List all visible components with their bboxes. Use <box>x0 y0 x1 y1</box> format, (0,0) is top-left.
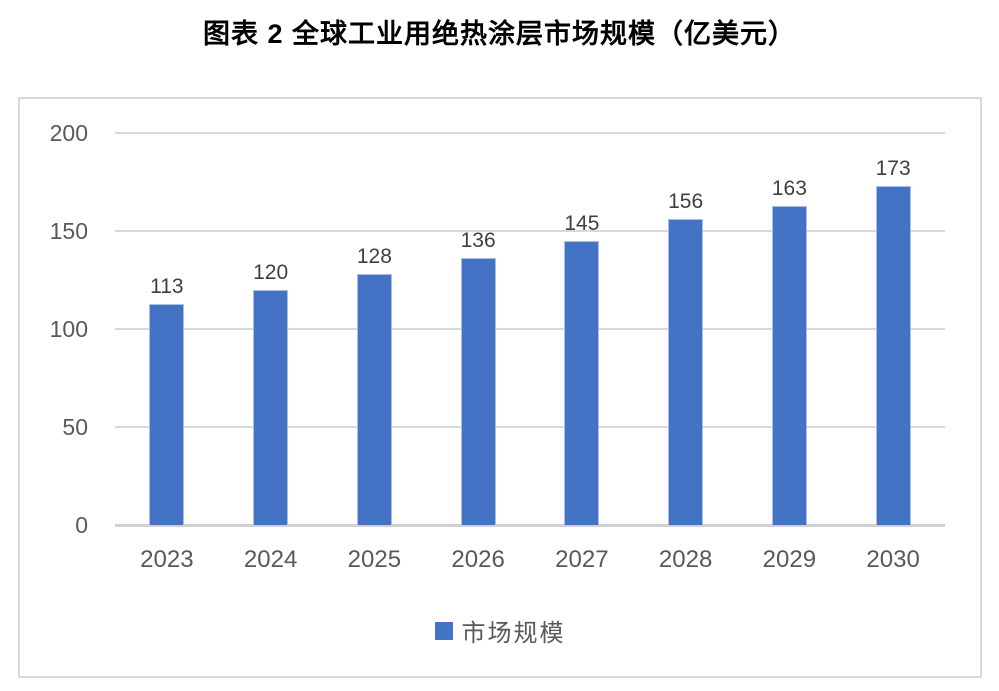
gridline-50 <box>115 426 945 428</box>
y-axis: 200 150 100 50 0 <box>20 120 88 538</box>
bar-data-label: 113 <box>150 275 184 298</box>
x-tick-label: 2030 <box>866 546 920 573</box>
bar-series: 113 120 128 136 145 156 163 173 <box>115 133 945 525</box>
x-tick-label: 2025 <box>347 546 402 573</box>
gridline-100 <box>115 328 945 330</box>
y-tick-label: 150 <box>49 218 88 244</box>
bar <box>875 186 911 525</box>
bar-group-2028: 156 <box>634 133 738 525</box>
x-tick-label: 2024 <box>243 546 298 573</box>
bar-data-label: 136 <box>460 229 496 252</box>
x-tick-label: 2029 <box>762 546 817 573</box>
bar-group-2030: 173 <box>841 133 945 525</box>
plot-area: 113 120 128 136 145 156 163 173 <box>115 132 945 527</box>
bar-data-label: 128 <box>356 245 392 268</box>
bar-group-2027: 145 <box>530 133 634 525</box>
bar <box>771 206 807 525</box>
x-tick-label: 2027 <box>555 546 609 573</box>
bar-group-2029: 163 <box>738 133 842 525</box>
gridline-0 <box>115 524 945 527</box>
legend-label: 市场规模 <box>461 620 566 647</box>
chart-frame: 200 150 100 50 0 113 120 128 136 145 156 163 173 20… <box>18 97 982 678</box>
legend-swatch-icon <box>434 621 453 640</box>
bar-group-2023: 113 <box>115 133 219 525</box>
bar-group-2025: 128 <box>323 133 427 525</box>
bar <box>460 258 496 525</box>
x-tick-label: 2023 <box>140 546 194 573</box>
legend: 市场规模 <box>20 613 980 648</box>
gridline-150 <box>115 230 945 232</box>
bar-group-2026: 136 <box>426 133 530 525</box>
x-axis: 2023 2024 2025 2026 2027 2028 2029 2030 <box>115 546 945 574</box>
y-tick-label: 0 <box>75 512 88 538</box>
bar <box>356 274 392 525</box>
bar-data-label: 120 <box>253 261 289 284</box>
x-tick-label: 2028 <box>658 546 713 573</box>
y-tick-label: 200 <box>49 120 88 146</box>
bar <box>253 290 289 525</box>
gridline-200 <box>115 132 945 134</box>
chart-title: 图表 2 全球工业用绝热涂层市场规模（亿美元） <box>202 19 797 49</box>
bar <box>149 304 185 525</box>
bar-data-label: 163 <box>771 177 807 200</box>
bar-data-label: 173 <box>875 157 911 180</box>
bar-data-label: 156 <box>668 190 704 213</box>
bar <box>564 241 600 525</box>
x-tick-label: 2026 <box>451 546 505 573</box>
y-tick-label: 100 <box>49 316 88 342</box>
bar-group-2024: 120 <box>219 133 323 525</box>
y-tick-label: 50 <box>62 414 88 440</box>
bar-data-label: 145 <box>564 212 600 235</box>
bar <box>668 219 704 525</box>
